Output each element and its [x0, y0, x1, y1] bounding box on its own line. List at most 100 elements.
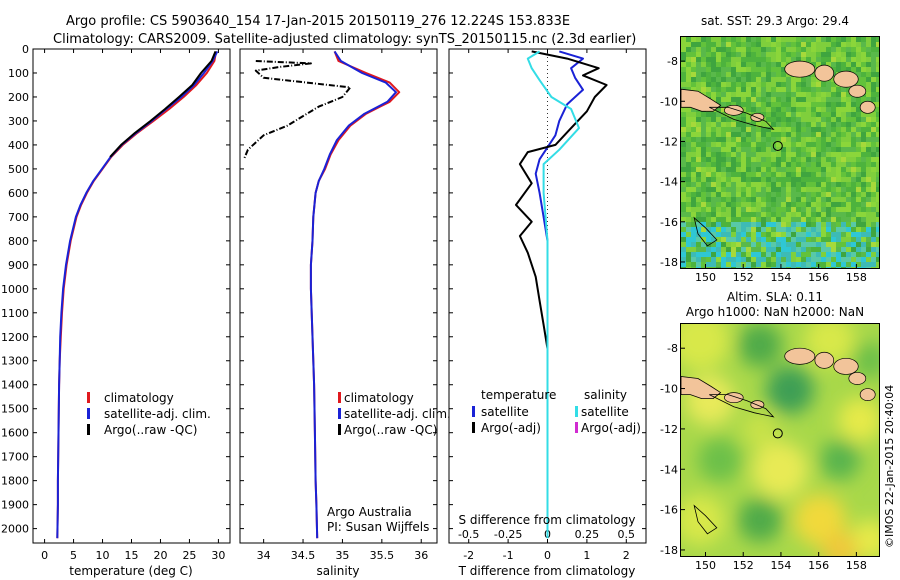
sst-cell [741, 82, 746, 87]
sst-cell [701, 72, 706, 77]
sst-cell [866, 167, 871, 172]
sst-cell [766, 222, 771, 227]
sst-cell [746, 192, 751, 197]
sst-cell [706, 202, 711, 207]
sst-cell [826, 147, 831, 152]
lon-tick-label: 150 [695, 559, 716, 572]
sst-cell [826, 82, 831, 87]
sst-cell [756, 202, 761, 207]
argo-location-marker [772, 140, 783, 151]
sst-cell [866, 237, 871, 242]
sst-cell [781, 117, 786, 122]
sst-cell [741, 257, 746, 262]
sst-cell [791, 117, 796, 122]
sst-cell [706, 252, 711, 257]
sst-cell [771, 57, 776, 62]
sst-cell [701, 82, 706, 87]
island [724, 392, 744, 404]
sst-cell [851, 252, 856, 257]
sst-cell [786, 107, 791, 112]
sst-cell [776, 232, 781, 237]
temperature-legend: climatology satellite-adj. clim. Argo(..… [87, 391, 211, 437]
sst-cell [756, 132, 761, 137]
sst-cell [686, 167, 691, 172]
sst-cell [846, 232, 851, 237]
sst-cell [751, 252, 756, 257]
sst-cell [701, 247, 706, 252]
sst-cell [756, 152, 761, 157]
sst-cell [741, 122, 746, 127]
sst-cell [726, 207, 731, 212]
sst-cell [716, 152, 721, 157]
sst-cell [846, 132, 851, 137]
sst-cell [721, 142, 726, 147]
sst-cell [776, 147, 781, 152]
sst-cell [766, 92, 771, 97]
sst-cell [761, 182, 766, 187]
sla-blob [820, 440, 860, 480]
sst-cell [686, 62, 691, 67]
sst-cell [841, 47, 846, 52]
sst-cell [716, 147, 721, 152]
sst-cell [721, 67, 726, 72]
sst-cell [761, 72, 766, 77]
lat-tick-label: -12 [660, 423, 678, 436]
sst-cell [756, 37, 761, 42]
sst-cell [746, 152, 751, 157]
sst-cell [716, 187, 721, 192]
island [848, 372, 867, 385]
sst-cell [761, 112, 766, 117]
sst-cell [786, 157, 791, 162]
sst-cell [871, 202, 876, 207]
sst-cell [781, 187, 786, 192]
sst-cell [856, 192, 861, 197]
sst-cell [806, 52, 811, 57]
sst-cell [781, 52, 786, 57]
sst-cell [776, 167, 781, 172]
sst-cell [756, 157, 761, 162]
sst-cell [686, 182, 691, 187]
depth-tick-label: 1300 [1, 355, 29, 368]
lon-tick-label: 158 [846, 271, 867, 284]
sst-cell [756, 212, 761, 217]
sst-cell [831, 237, 836, 242]
sst-cell [871, 187, 876, 192]
sst-cell [771, 187, 776, 192]
sst-cell [771, 52, 776, 57]
sst-cell [786, 172, 791, 177]
sst-cell [706, 82, 711, 87]
sst-cell [816, 187, 821, 192]
sst-cell [801, 57, 806, 62]
sst-cell [716, 97, 721, 102]
sst-cell [731, 67, 736, 72]
sst-cell [761, 82, 766, 87]
sst-cell [771, 47, 776, 52]
sst-cell [711, 257, 716, 262]
sst-cell [841, 182, 846, 187]
sst-cell [761, 167, 766, 172]
sst-cell [846, 162, 851, 167]
sst-cell [831, 187, 836, 192]
sst-cell [851, 67, 856, 72]
sst-cell [861, 72, 866, 77]
sst-cell [721, 167, 726, 172]
lon-tick-label: 152 [733, 271, 754, 284]
sst-cell [871, 192, 876, 197]
sst-cell [871, 217, 876, 222]
sst-cell [711, 212, 716, 217]
top-x-tick-label: -0.5 [458, 528, 479, 541]
depth-tick-label: 1000 [1, 283, 29, 296]
sst-cell [701, 242, 706, 247]
sst-cell [746, 127, 751, 132]
sst-cell [781, 47, 786, 52]
sst-cell [781, 172, 786, 177]
sst-cell [861, 207, 866, 212]
sst-cell [851, 97, 856, 102]
sst-cell [831, 157, 836, 162]
sst-cell [766, 97, 771, 102]
imos-credit: ©IMOS 22-Jan-2015 20:40:04 [883, 385, 896, 548]
sst-cell [796, 242, 801, 247]
sst-cell [846, 212, 851, 217]
x-tick-label: 2 [623, 549, 630, 562]
sst-cell [801, 112, 806, 117]
